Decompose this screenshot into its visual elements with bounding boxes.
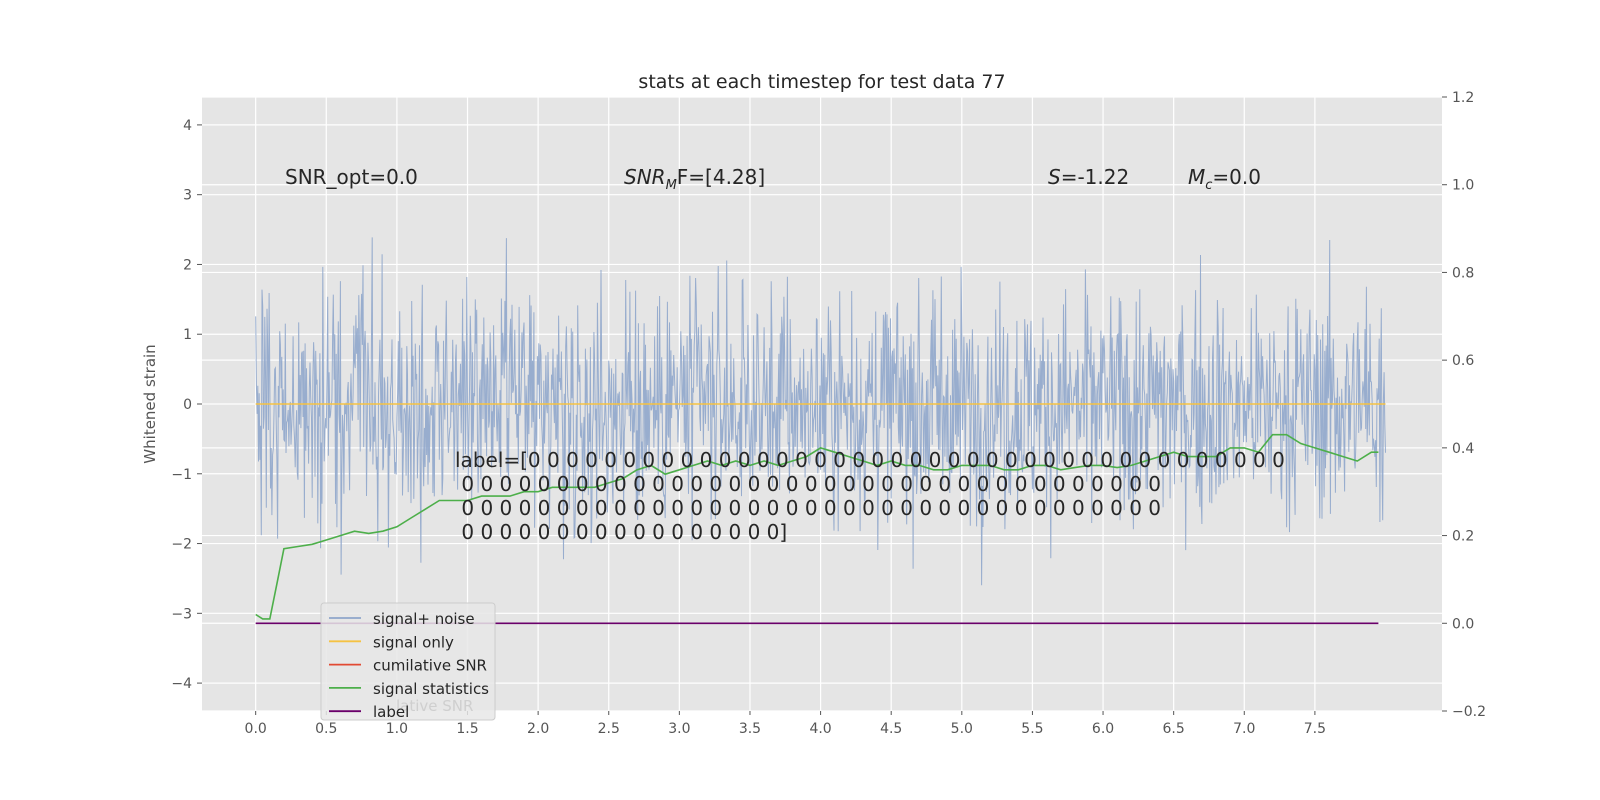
y-tick-label-left: −3: [171, 606, 192, 622]
x-tick-label: 2.5: [598, 721, 620, 737]
x-tick-label: 3.0: [668, 721, 690, 737]
y-axis-left: 4 3 2 1 0 −1 −2 −3 −4: [171, 118, 202, 692]
x-tick-label: 5.5: [1021, 721, 1043, 737]
snr-opt-annotation: SNR_opt=0.0: [285, 165, 418, 189]
series-signal-statistics-line: [255, 433, 1379, 620]
y-tick-label-left: 1: [183, 327, 192, 343]
legend-label: cumilative SNR: [373, 657, 487, 675]
x-tick-label: 1.5: [456, 721, 478, 737]
legend-label: signal+ noise: [373, 610, 475, 628]
y-tick-label-left: 3: [183, 188, 192, 204]
y-tick-label-left: −4: [171, 676, 192, 692]
series-signal-plus-noise-line: [255, 237, 1386, 586]
x-tick-label: 6.5: [1163, 721, 1185, 737]
y-tick-label-left: 2: [183, 257, 192, 273]
legend-label: signal only: [373, 633, 454, 651]
x-tick-label: 6.0: [1092, 721, 1114, 737]
legend-items: signal+ noise signal only cumilative SNR si…: [329, 610, 489, 721]
y-tick-label-right: 1.0: [1452, 178, 1474, 194]
y-tick-label-right: 1.2: [1452, 90, 1474, 106]
y-tick-label-right: 0.0: [1452, 616, 1474, 632]
y-tick-label-right: −0.2: [1452, 704, 1486, 720]
y-tick-label-left: −1: [171, 467, 192, 483]
x-tick-label: 2.0: [527, 721, 549, 737]
y-axis-label: Whitened strain: [141, 344, 159, 463]
s-value: =-1.22: [1061, 165, 1130, 189]
mc-annotation: Mc=0.0: [1188, 165, 1261, 193]
x-tick-label: 4.5: [880, 721, 902, 737]
legend-box: [320, 602, 496, 721]
x-tick-label: 7.5: [1304, 721, 1326, 737]
chart-title: stats at each timestep for test data 77: [638, 71, 1005, 93]
snr-mf-subscript: M: [666, 178, 677, 193]
legend-label: label: [373, 703, 409, 721]
x-axis: 0.0 0.5 1.0 1.5 2.0 2.5 3.0 3.5 4.0 4.5 5.0 5.5 6.0 6…: [245, 711, 1326, 737]
snr-mf-value: F=[4.28]: [677, 165, 765, 189]
s-symbol: S: [1048, 165, 1061, 189]
y-tick-label-right: 0.4: [1452, 441, 1474, 457]
mc-symbol: M: [1188, 165, 1205, 189]
label-line-1: label=[0 0 0 0 0 0 0 0 0 0 0 0 0 0 0 0 0…: [455, 448, 1285, 472]
x-tick-label: 5.0: [951, 721, 973, 737]
x-tick-label: 0.5: [315, 721, 337, 737]
x-tick-label: 4.0: [809, 721, 831, 737]
label-line-4: 0 0 0 0 0 0 0 0 0 0 0 0 0 0 0 0 0]: [455, 520, 787, 544]
x-tick-label: 3.5: [739, 721, 761, 737]
mc-subscript: c: [1205, 178, 1212, 193]
snr-mf-annotation: SNRMF=[4.28]: [624, 165, 765, 193]
snr-mf-symbol: SNR: [624, 165, 666, 189]
mc-value: =0.0: [1212, 165, 1261, 189]
s-annotation: S=-1.22: [1048, 165, 1129, 189]
legend: lative SNR signal+ noise signal only cumil…: [320, 602, 496, 721]
y-tick-label-left: 4: [183, 118, 192, 134]
y-axis-right: 1.2 1.0 0.8 0.6 0.4 0.2 0.0 −0.2: [1442, 90, 1486, 720]
signal-plus-noise-series: [255, 237, 1386, 586]
label-array-annotation: label=[0 0 0 0 0 0 0 0 0 0 0 0 0 0 0 0 0…: [455, 448, 1285, 544]
x-tick-label: 1.0: [386, 721, 408, 737]
y-tick-label-left: −2: [171, 537, 192, 553]
y-tick-label-right: 0.8: [1452, 265, 1474, 281]
y-tick-label-right: 0.2: [1452, 529, 1474, 545]
label-line-2: 0 0 0 0 0 0 0 0 0 0 0 0 0 0 0 0 0 0 0 0 …: [455, 472, 1161, 496]
x-tick-label: 7.0: [1233, 721, 1255, 737]
y-tick-label-right: 0.6: [1452, 353, 1474, 369]
legend-label: signal statistics: [373, 680, 489, 698]
legend-ghost-text: lative SNR: [396, 697, 473, 715]
y-tick-label-left: 0: [183, 397, 192, 413]
label-line-3: 0 0 0 0 0 0 0 0 0 0 0 0 0 0 0 0 0 0 0 0 …: [455, 496, 1161, 520]
x-tick-label: 0.0: [245, 721, 267, 737]
